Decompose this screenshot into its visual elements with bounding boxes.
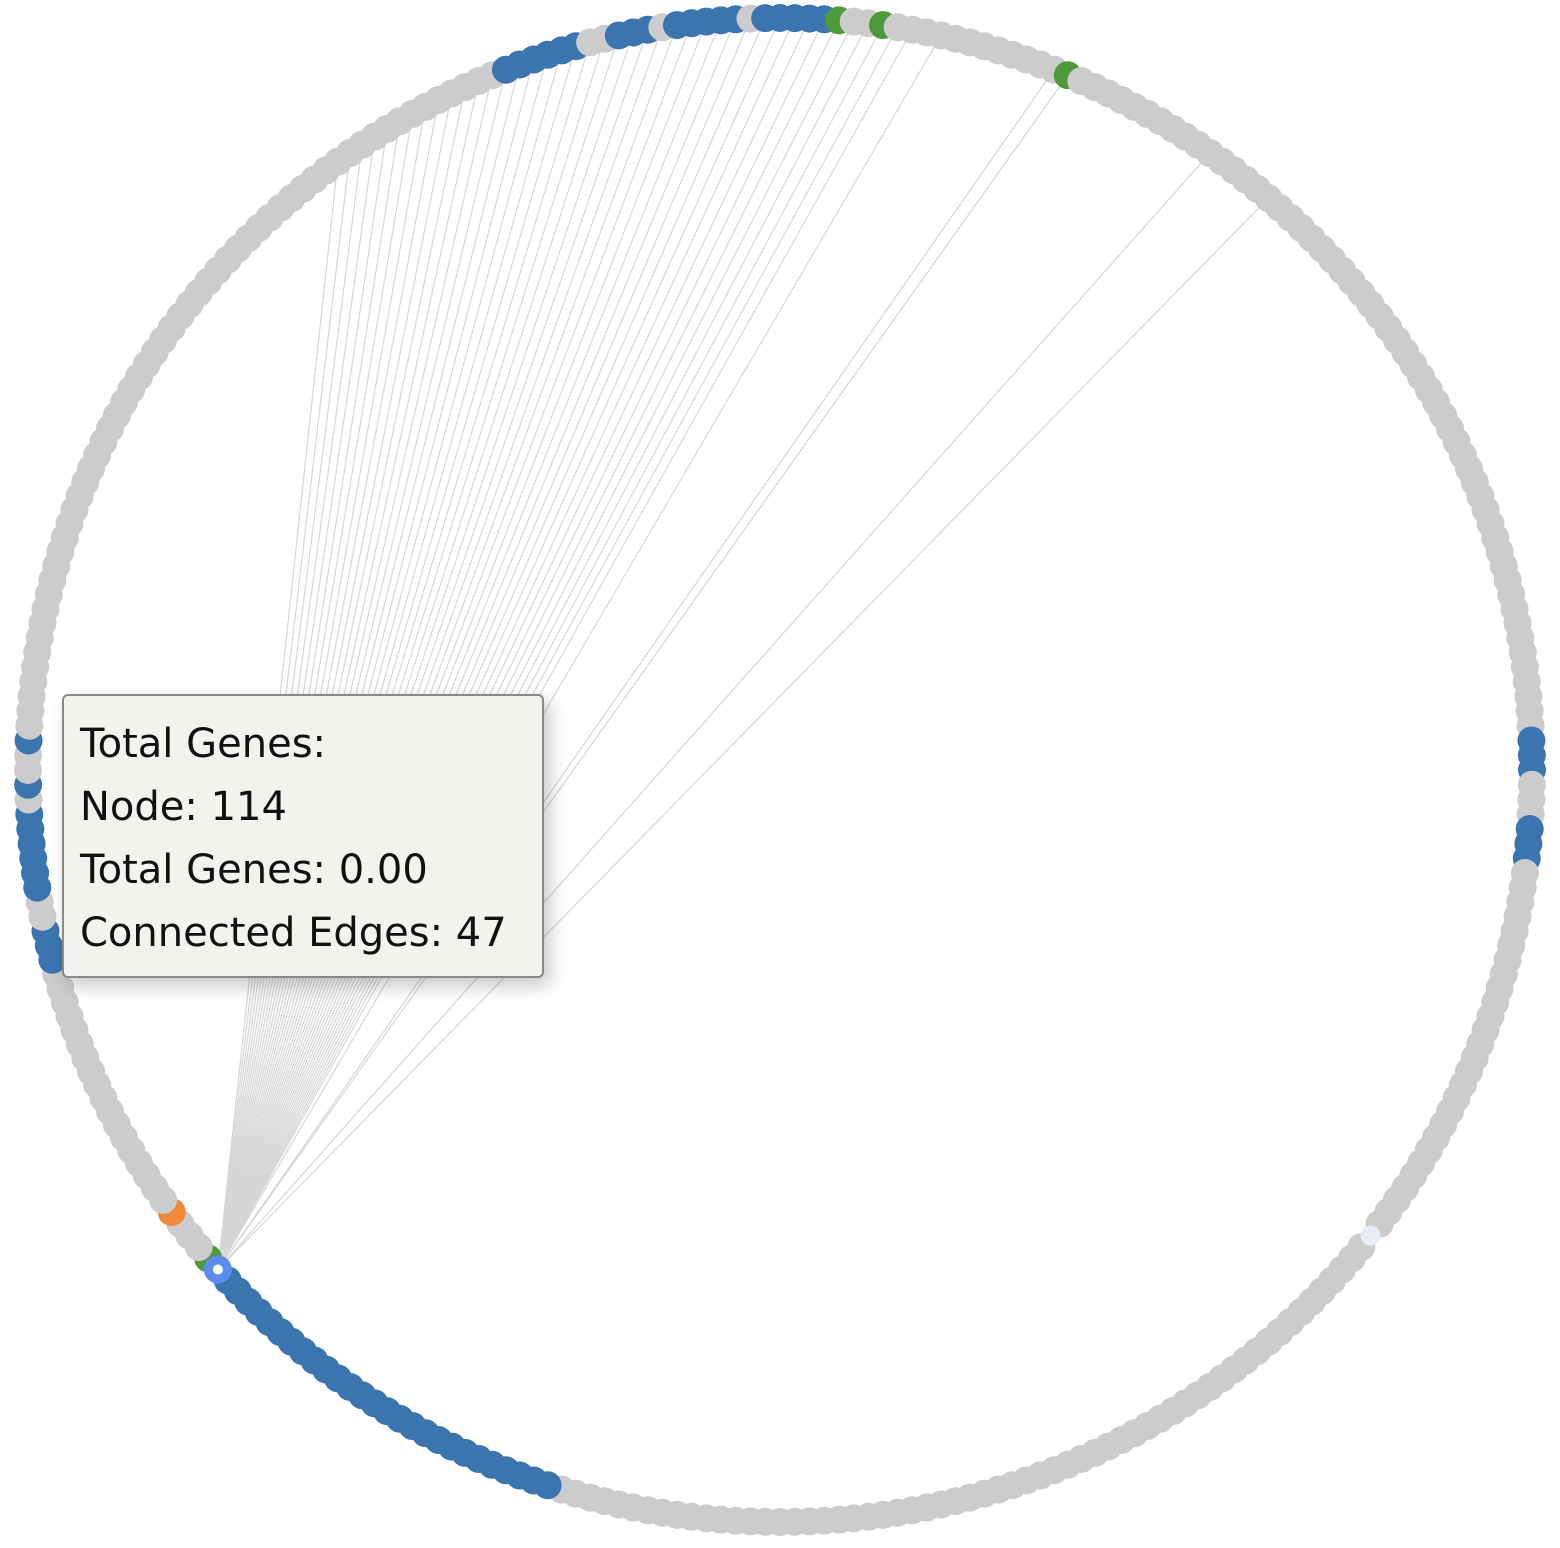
edges-layer — [217, 17, 1269, 1270]
edge-203-3 — [217, 19, 825, 1270]
edge-203-1 — [217, 17, 796, 1270]
edge-203-295 — [217, 106, 427, 1270]
edge-203-5 — [217, 21, 855, 1270]
edge-203-296 — [217, 99, 440, 1270]
edge-203-318 — [217, 18, 752, 1270]
edge-203-316 — [217, 20, 722, 1270]
edge-203-319 — [217, 17, 766, 1270]
tooltip-total-genes: Total Genes: 0.00 — [80, 847, 428, 893]
edge-203-306 — [217, 46, 577, 1270]
edge-203-303 — [217, 59, 535, 1270]
edge-203-307 — [217, 42, 591, 1270]
edge-203-298 — [217, 86, 466, 1270]
edge-203-314 — [217, 22, 693, 1270]
edge-203-7 — [217, 24, 884, 1270]
node-319[interactable] — [751, 4, 780, 33]
tooltip-connected-edges: Connected Edges: 47 — [80, 910, 507, 956]
selected-node-114[interactable] — [1360, 1225, 1381, 1246]
edge-203-9 — [217, 29, 913, 1270]
edge-203-20 — [217, 74, 1069, 1270]
edge-203-315 — [217, 21, 707, 1270]
edge-203-297 — [217, 93, 453, 1270]
edge-203-19 — [217, 69, 1055, 1270]
edge-203-300 — [217, 75, 493, 1270]
edge-203-302 — [217, 64, 521, 1270]
edge-203-11 — [217, 35, 942, 1270]
edge-203-308 — [217, 38, 606, 1270]
tooltip-node-id: Node: 114 — [80, 784, 287, 830]
edge-203-317 — [217, 19, 737, 1270]
edge-203-299 — [217, 80, 480, 1270]
edge-203-310 — [217, 32, 634, 1270]
selected-node-center-dot — [212, 1264, 223, 1275]
edge-203-31 — [217, 152, 1211, 1270]
edge-203-294 — [217, 113, 414, 1270]
edge-203-311 — [217, 29, 649, 1270]
edge-203-6 — [217, 22, 869, 1270]
edge-203-312 — [217, 27, 663, 1270]
edge-203-313 — [217, 24, 678, 1270]
edge-203-36 — [217, 197, 1269, 1270]
edge-203-301 — [217, 69, 507, 1270]
edge-203-0 — [217, 17, 781, 1270]
edge-203-305 — [217, 50, 563, 1270]
nodes-layer — [14, 4, 1546, 1536]
edge-203-2 — [217, 18, 811, 1270]
node-tooltip: Total Genes: Node: 114 Total Genes: 0.00… — [62, 694, 544, 978]
edge-203-8 — [217, 26, 899, 1270]
edge-203-309 — [217, 35, 620, 1270]
edge-203-304 — [217, 54, 549, 1270]
edge-203-4 — [217, 20, 840, 1270]
tooltip-heading: Total Genes: — [80, 721, 327, 767]
